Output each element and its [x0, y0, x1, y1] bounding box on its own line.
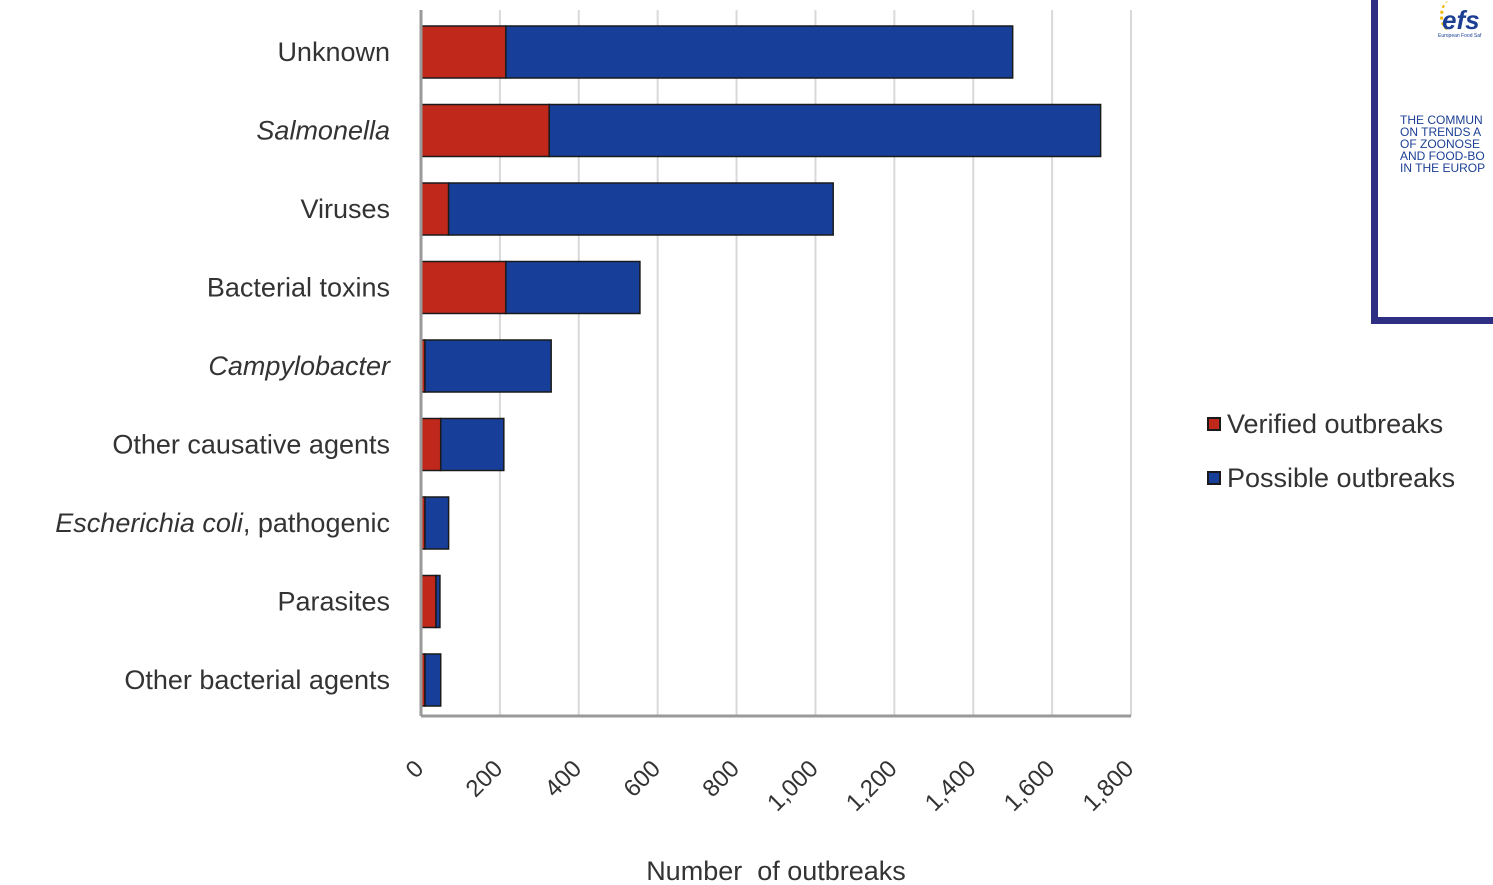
- efsa-logo: efs: [1442, 5, 1480, 35]
- x-tick-label: 600: [619, 755, 666, 802]
- report-cover-thumbnail: efs European Food Saf THE COMMUN ON TREN…: [1371, 0, 1493, 324]
- chart-legend: Verified outbreaks Possible outbreaks: [1207, 405, 1455, 513]
- bar-verified: [420, 25, 507, 79]
- x-tick-label: 1,400: [920, 755, 982, 817]
- x-tick-label: 1,200: [841, 755, 903, 817]
- x-tick-label: 400: [540, 755, 587, 802]
- x-tick-label: 800: [697, 755, 744, 802]
- category-labels: Unknown Salmonella Viruses Bacterial toxins…: [55, 37, 391, 695]
- category-label: Escherichia coli, pathogenic: [55, 508, 390, 538]
- x-tick-label: 1,600: [999, 755, 1061, 817]
- category-label: Bacterial toxins: [207, 273, 390, 303]
- cover-title-line: THE COMMUN: [1400, 113, 1483, 127]
- bar-verified: [420, 417, 442, 472]
- stars-icon: [1440, 1, 1459, 31]
- cover-title: THE COMMUN ON TRENDS A OF ZOONOSE AND FO…: [1400, 114, 1493, 174]
- x-tick-label: 1,000: [762, 755, 824, 817]
- bar-possible: [505, 260, 641, 315]
- legend-item-possible: Possible outbreaks: [1207, 459, 1455, 497]
- bar-possible: [439, 417, 505, 472]
- bar-possible: [548, 103, 1102, 158]
- cover-agency-name: European Food Saf: [1438, 33, 1482, 39]
- bar-verified: [420, 260, 507, 315]
- x-tick-label: 0: [401, 755, 430, 784]
- legend-swatch-verified: [1207, 417, 1221, 431]
- cover-title-line: IN THE EUROP: [1400, 161, 1486, 175]
- cover-title-line: AND FOOD-BO: [1400, 149, 1485, 163]
- cover-title-line: ON TRENDS A: [1400, 125, 1482, 139]
- bar-possible: [505, 25, 1014, 79]
- bar-possible: [424, 339, 552, 393]
- bar-possible: [435, 574, 441, 629]
- category-label: Unknown: [277, 37, 390, 67]
- x-tick-label: 1,800: [1078, 755, 1140, 817]
- bars: [420, 25, 1102, 707]
- category-label: Campylobacter: [208, 351, 391, 381]
- bar-possible: [424, 496, 450, 550]
- axes: [419, 10, 1131, 718]
- cover-title-line: OF ZOONOSE: [1400, 137, 1481, 151]
- bar-verified: [420, 574, 437, 629]
- legend-label-verified: Verified outbreaks: [1227, 408, 1444, 439]
- legend-item-verified: Verified outbreaks: [1207, 405, 1455, 443]
- category-label: Other bacterial agents: [124, 665, 390, 695]
- bar-verified: [420, 103, 550, 158]
- x-axis-title: Number of outbreaks: [646, 856, 906, 885]
- legend-label-possible: Possible outbreaks: [1227, 462, 1456, 493]
- category-label: Other causative agents: [112, 430, 390, 460]
- x-tick-labels: 0 200 400 600 800 1,000 1,200 1,400 1,600 1,800: [401, 755, 1140, 817]
- bar-verified: [420, 182, 450, 236]
- bar-possible: [424, 653, 442, 707]
- bar-possible: [447, 182, 834, 236]
- category-label: Viruses: [300, 194, 390, 224]
- legend-swatch-possible: [1207, 471, 1221, 485]
- x-tick-label: 200: [461, 755, 508, 802]
- category-label: Parasites: [277, 587, 390, 617]
- category-label: Salmonella: [256, 116, 390, 146]
